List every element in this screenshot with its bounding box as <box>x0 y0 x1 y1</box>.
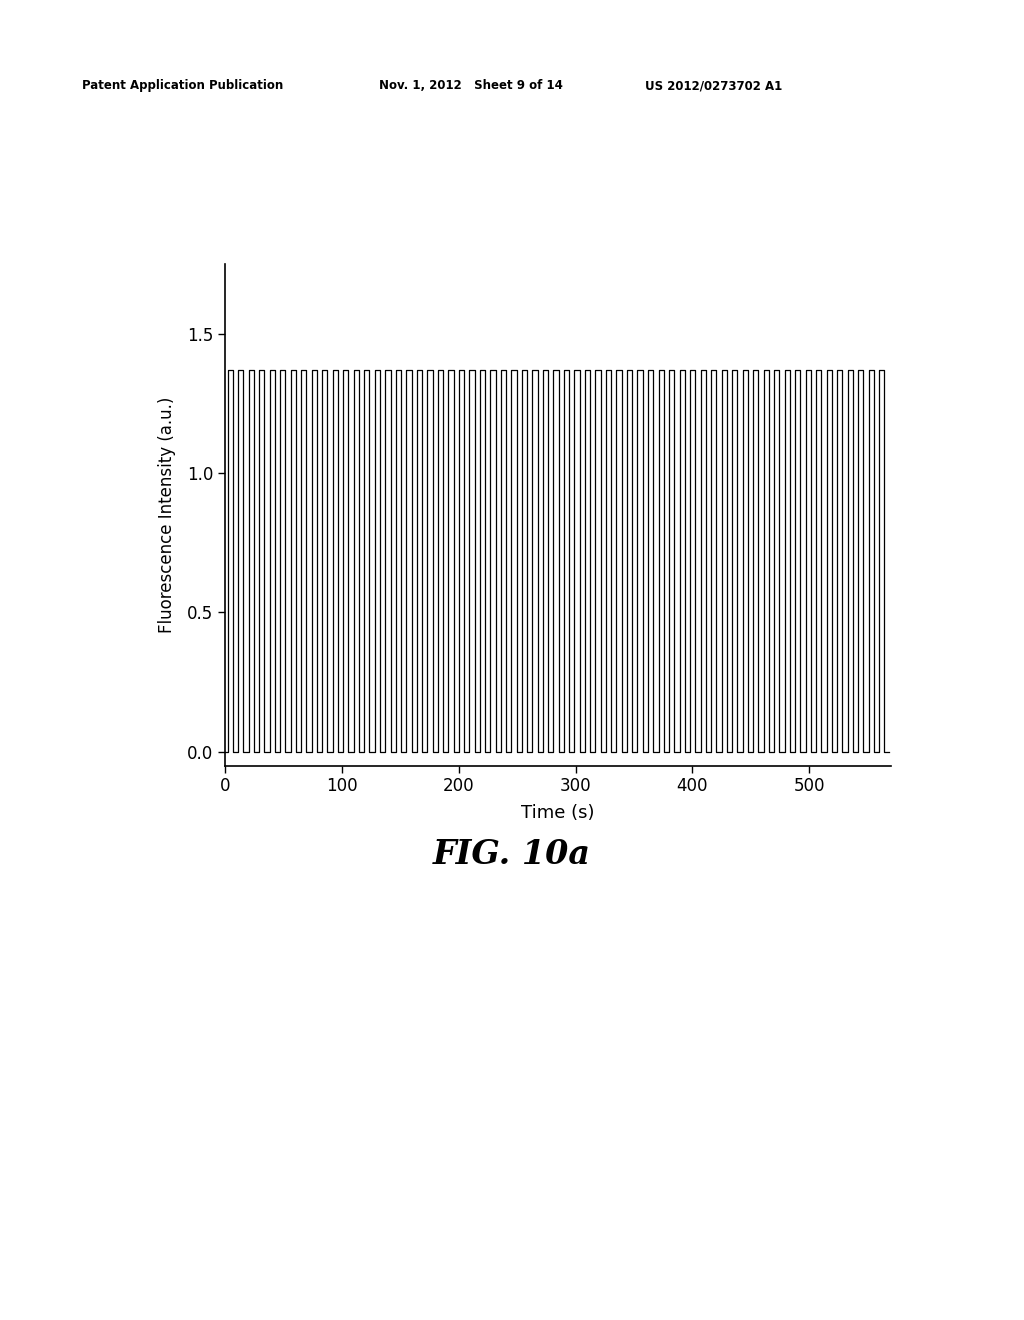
X-axis label: Time (s): Time (s) <box>521 804 595 822</box>
Text: Nov. 1, 2012   Sheet 9 of 14: Nov. 1, 2012 Sheet 9 of 14 <box>379 79 563 92</box>
Y-axis label: Fluorescence Intensity (a.u.): Fluorescence Intensity (a.u.) <box>158 396 176 634</box>
Text: Patent Application Publication: Patent Application Publication <box>82 79 284 92</box>
Text: US 2012/0273702 A1: US 2012/0273702 A1 <box>645 79 782 92</box>
Text: FIG. 10a: FIG. 10a <box>433 838 591 871</box>
